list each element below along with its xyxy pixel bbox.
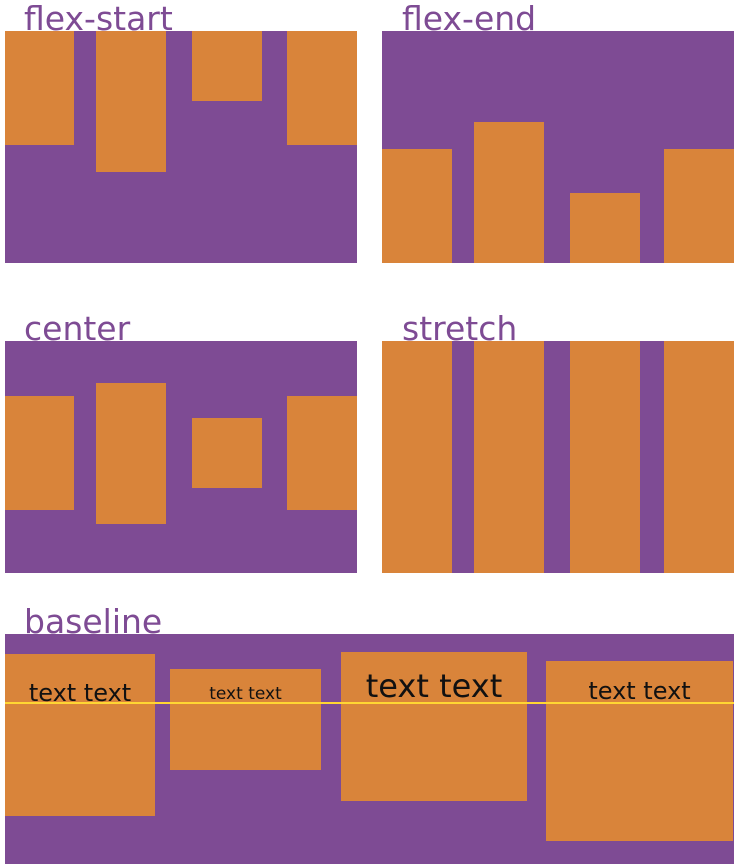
label-center: center xyxy=(24,309,131,348)
baseline-item-1-text: text text xyxy=(28,679,132,707)
center-item-1 xyxy=(5,396,74,510)
baseline-item-3-text: text text xyxy=(365,667,503,705)
stretch-container xyxy=(382,341,734,573)
stretch-item-4 xyxy=(664,341,734,573)
baseline-item-1: text text xyxy=(5,654,155,816)
flex-end-item-4 xyxy=(664,149,734,263)
center-container xyxy=(5,341,357,573)
flex-start-container xyxy=(5,31,357,263)
flex-end-container xyxy=(382,31,734,263)
center-item-2 xyxy=(96,383,166,524)
label-stretch: stretch xyxy=(402,309,518,348)
baseline-item-2-text: text text xyxy=(209,684,282,704)
label-baseline: baseline xyxy=(24,602,163,641)
flex-start-item-1 xyxy=(5,31,74,145)
flex-start-item-4 xyxy=(287,31,357,145)
flex-start-item-3 xyxy=(192,31,262,101)
baseline-indicator-line xyxy=(5,702,734,704)
flex-end-item-3 xyxy=(570,193,640,263)
center-item-3 xyxy=(192,418,262,488)
flex-end-item-2 xyxy=(474,122,544,263)
baseline-item-3: text text xyxy=(341,652,527,801)
stretch-item-2 xyxy=(474,341,544,573)
baseline-item-4: text text xyxy=(546,661,733,841)
baseline-container: text text text text text text text text xyxy=(5,634,734,864)
stretch-item-3 xyxy=(570,341,640,573)
flex-start-item-2 xyxy=(96,31,166,172)
stretch-item-1 xyxy=(382,341,452,573)
label-flex-start: flex-start xyxy=(24,0,173,38)
baseline-item-4-text: text text xyxy=(588,677,691,705)
baseline-item-2: text text xyxy=(170,669,321,770)
flex-end-item-1 xyxy=(382,149,452,263)
label-flex-end: flex-end xyxy=(402,0,537,38)
center-item-4 xyxy=(287,396,357,510)
